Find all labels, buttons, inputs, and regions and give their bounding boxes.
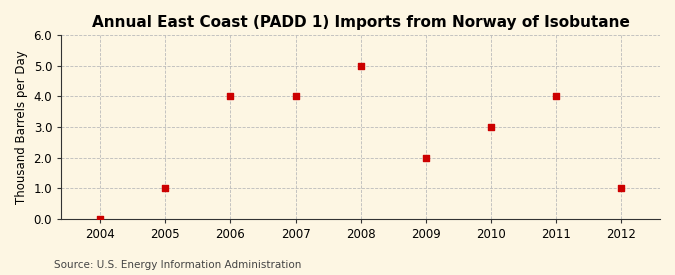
Point bbox=[355, 64, 366, 68]
Point bbox=[225, 94, 236, 99]
Point bbox=[485, 125, 496, 129]
Title: Annual East Coast (PADD 1) Imports from Norway of Isobutane: Annual East Coast (PADD 1) Imports from … bbox=[92, 15, 630, 30]
Point bbox=[290, 94, 301, 99]
Point bbox=[421, 155, 431, 160]
Point bbox=[616, 186, 626, 190]
Y-axis label: Thousand Barrels per Day: Thousand Barrels per Day bbox=[15, 50, 28, 204]
Text: Source: U.S. Energy Information Administration: Source: U.S. Energy Information Administ… bbox=[54, 260, 301, 270]
Point bbox=[550, 94, 561, 99]
Point bbox=[95, 216, 106, 221]
Point bbox=[160, 186, 171, 190]
